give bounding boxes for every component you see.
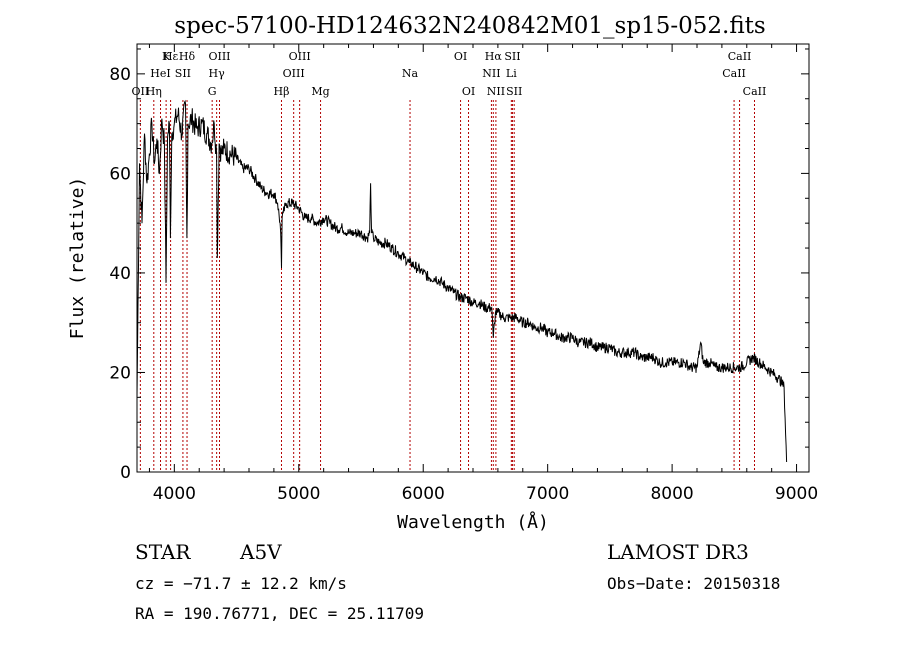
spectral-line-label: SII [175,67,191,80]
y-axis-ticks: 0 20 40 60 80 [109,48,809,483]
spectral-line-label: NII [487,85,505,98]
y-tick-label: 40 [109,264,131,284]
x-tick-label: 4000 [153,484,196,504]
spectral-line-label: Hη [146,85,162,98]
spectral-line-label: Hδ [179,50,196,63]
spectral-line-label: OIII [283,67,305,80]
spectral-line-label: OIII [289,50,311,63]
spectral-line-label: Mg [311,85,329,98]
spectral-line-label: Na [402,67,419,80]
chart-title: spec-57100-HD124632N240842M01_sp15-052.f… [174,13,765,39]
spectral-line-label: SII [506,85,522,98]
x-axis-label: Wavelength (Å) [397,511,549,533]
spectral-line-label: CaII [722,67,746,80]
y-axis-label: Flux (relative) [67,177,88,340]
survey-name: LAMOST DR3 [607,540,749,564]
object-class: STAR [135,540,191,564]
x-tick-label: 5000 [277,484,320,504]
y-tick-label: 0 [120,463,131,483]
spectral-line-label: OI [462,85,475,98]
coordinates: RA = 190.76771, DEC = 25.11709 [135,604,424,623]
spectral-line-label: K [162,50,171,63]
spectrum-line [136,99,788,463]
spectral-line-label: NII [482,67,500,80]
spectral-line-label: Hβ [274,85,290,98]
y-tick-label: 60 [109,164,131,184]
spectral-line-label: Hε [163,50,179,63]
spectral-line-label: HeI [150,67,170,80]
spectral-line-label: Hγ [209,67,226,80]
x-tick-label: 8000 [650,484,693,504]
y-tick-label: 80 [109,65,131,85]
spectral-line-label: CaII [743,85,767,98]
spectral-line-label: OII [132,85,150,98]
spectral-line-label: G [208,85,217,98]
spectral-line-label: Hα [485,50,503,63]
spectral-line-label: OIII [208,50,230,63]
spectral-line-label: Li [506,67,517,80]
object-subclass: A5V [240,540,282,564]
plot-frame [136,43,810,473]
y-tick-label: 20 [109,363,131,383]
observation-date: Obs−Date: 20150318 [607,574,781,593]
spectral-line-label: CaII [728,50,752,63]
x-tick-label: 7000 [526,484,569,504]
x-tick-label: 6000 [402,484,445,504]
x-tick-label: 9000 [775,484,818,504]
x-axis-ticks: 4000 5000 6000 7000 8000 9000 [148,44,818,504]
spectral-line-label: OI [454,50,467,63]
spectral-line-label: SII [504,50,520,63]
redshift-velocity: cz = −71.7 ± 12.2 km/s [135,574,347,593]
